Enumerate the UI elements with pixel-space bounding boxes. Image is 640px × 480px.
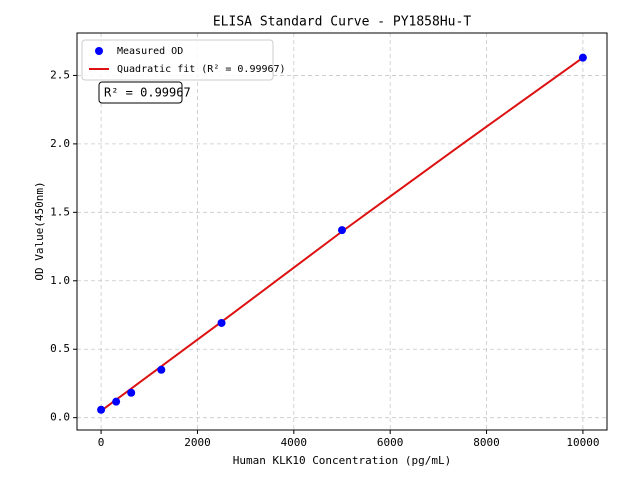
data-point bbox=[338, 226, 346, 235]
legend-swatch bbox=[95, 47, 103, 55]
data-point bbox=[112, 397, 121, 406]
y-axis-label: OD Value(450nm) bbox=[33, 181, 46, 280]
data-point bbox=[157, 365, 166, 374]
data-point bbox=[578, 53, 587, 62]
y-tick-label: 2.5 bbox=[50, 68, 70, 81]
x-axis-label: Human KLK10 Concentration (pg/mL) bbox=[233, 454, 452, 467]
annotation-box bbox=[98, 81, 183, 104]
legend-label: Quadratic fit (R² = 0.99967) bbox=[117, 64, 286, 75]
data-point bbox=[127, 388, 136, 397]
fit-line bbox=[100, 56, 584, 412]
y-tick-label: 2.0 bbox=[50, 137, 70, 150]
x-tick-label: 4000 bbox=[281, 436, 308, 449]
y-tick-label: 0.0 bbox=[50, 411, 70, 424]
y-tick-label: 0.5 bbox=[50, 342, 70, 355]
legend-label: Measured OD bbox=[117, 46, 183, 57]
x-tick-label: 10000 bbox=[566, 436, 599, 449]
data-point bbox=[97, 405, 106, 414]
y-tick-label: 1.5 bbox=[50, 205, 70, 218]
x-tick-label: 2000 bbox=[184, 436, 211, 449]
data-point bbox=[217, 318, 226, 327]
chart-title: ELISA Standard Curve - PY1858Hu-T bbox=[213, 15, 471, 30]
legend: Measured OD Quadratic fit (R² = 0.99967) bbox=[81, 39, 286, 81]
annotation: R² = 0.99967 bbox=[104, 86, 191, 100]
x-tick-label: 0 bbox=[98, 436, 105, 449]
y-tick-label: 1.0 bbox=[50, 274, 70, 287]
x-tick-label: 8000 bbox=[473, 436, 500, 449]
legend-box bbox=[81, 39, 274, 81]
plot-frame bbox=[76, 32, 608, 431]
x-tick-label: 6000 bbox=[377, 436, 404, 449]
